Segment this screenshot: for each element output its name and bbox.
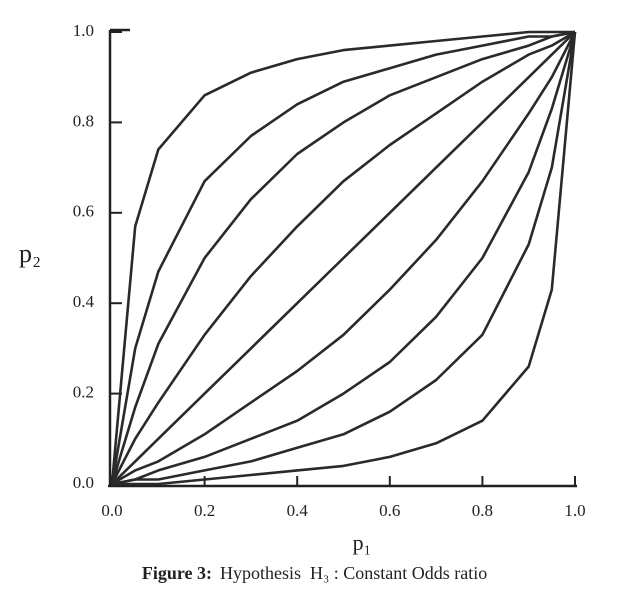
curve — [110, 30, 575, 485]
curve — [111, 31, 577, 486]
curve — [112, 31, 577, 486]
caption: Hypothesis H₃ : Constant Odds ratio — [220, 563, 487, 583]
x-axis-label: p₁ — [353, 530, 372, 555]
y-tick-label: 0.4 — [73, 292, 95, 311]
y-tick-label: 0.6 — [73, 202, 94, 221]
y-tick-label: 0.8 — [73, 111, 94, 130]
curve — [110, 30, 576, 485]
caption-label: Figure 3: — [142, 563, 212, 583]
x-tick-label: 0.8 — [472, 501, 493, 520]
x-tick-label: 0.6 — [379, 501, 400, 520]
curve — [110, 30, 576, 485]
x-tick-label: 0.4 — [287, 501, 309, 520]
x-tick-label: 0.2 — [194, 501, 215, 520]
curve — [111, 31, 576, 485]
y-axis-label: p₂ — [19, 239, 41, 268]
y-tick-label: 0.0 — [73, 473, 94, 492]
x-tick-label: 1.0 — [564, 501, 585, 520]
curve — [111, 31, 577, 486]
curve — [110, 30, 576, 485]
y-tick-label: 1.0 — [73, 21, 94, 40]
curve — [111, 31, 577, 486]
x-tick-label: 0.0 — [101, 501, 122, 520]
y-tick-label: 0.2 — [73, 383, 94, 402]
